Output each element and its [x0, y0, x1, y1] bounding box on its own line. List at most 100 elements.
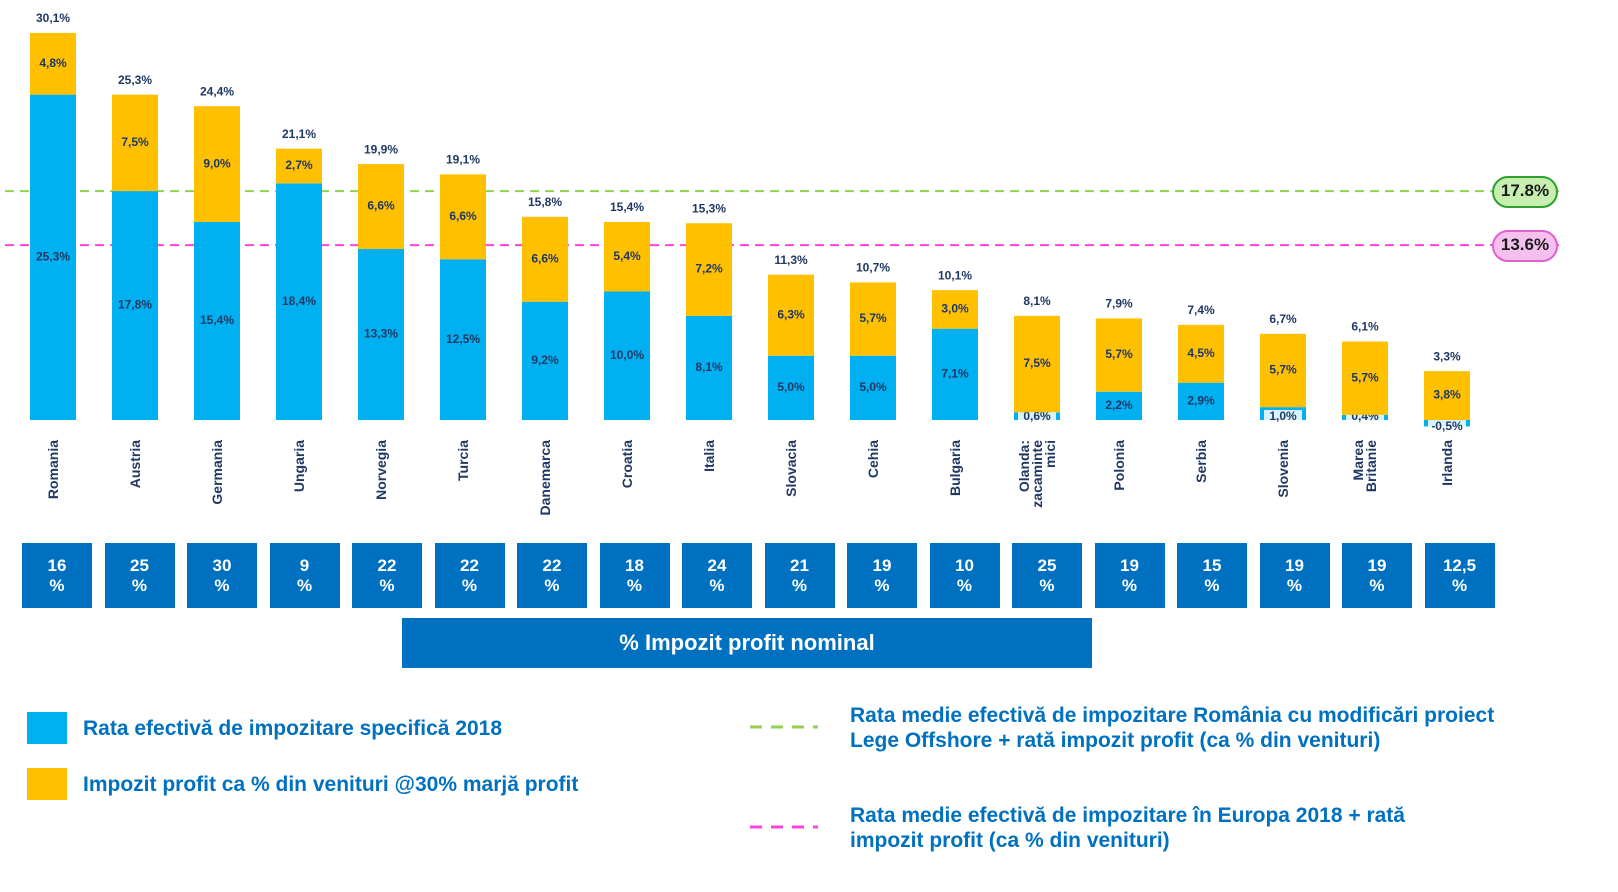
bar-segment — [358, 248, 404, 420]
bar-segment — [1096, 318, 1142, 392]
nominal-rate: 19 % — [1094, 543, 1165, 608]
reference-label: 17.8% — [1492, 176, 1558, 209]
nominal-rate: 25 % — [104, 543, 175, 608]
bar-segment — [1014, 315, 1060, 413]
nominal-rate: 22 % — [517, 543, 587, 608]
bar-segment — [932, 290, 978, 329]
bar-segment — [30, 32, 76, 95]
legend-label: Rata efectivă de impozitare specifică 20… — [83, 717, 503, 740]
value-label: 7,5% — [1023, 356, 1051, 370]
reference-label: 13.6% — [1492, 230, 1558, 263]
bar-segment — [276, 183, 322, 420]
value-label: 7,5% — [121, 135, 149, 149]
value-label: 6,3% — [777, 307, 805, 321]
bar-segment — [30, 94, 76, 420]
value-label: 9,2% — [531, 353, 559, 367]
value-label: 7,1% — [941, 367, 969, 381]
bar-segment — [768, 355, 814, 420]
total-label: 15,3% — [692, 201, 726, 215]
value-label: 5,4% — [613, 249, 641, 263]
bar-segment — [112, 191, 158, 420]
nominal-rate: 25 % — [1012, 543, 1082, 608]
value-label: -0,5% — [1431, 419, 1463, 433]
value-label: 3,8% — [1433, 388, 1461, 402]
bar-segment — [440, 259, 486, 420]
x-tick-label: Polonia — [1110, 440, 1127, 491]
bar-segment — [194, 221, 240, 420]
bar-segment — [686, 223, 732, 316]
bar-segment — [440, 174, 486, 260]
bar-segment — [1178, 324, 1224, 383]
bar-segment — [276, 148, 322, 184]
x-tick-label: Turcia — [454, 440, 471, 481]
value-label: 3,0% — [941, 302, 969, 316]
value-label: 6,6% — [531, 251, 559, 265]
nominal-rate: 30 % — [187, 543, 257, 608]
nominal-rate: 19 % — [847, 543, 917, 608]
bar-segment — [850, 282, 896, 356]
bar-segment — [522, 301, 568, 420]
total-label: 15,8% — [528, 195, 562, 209]
legend-label: Impozit profit ca % din venituri @30% ma… — [83, 773, 579, 796]
value-label: 17,8% — [118, 298, 152, 312]
value-label: 7,2% — [695, 262, 723, 276]
label-bg — [1428, 420, 1466, 434]
bar-segment — [1342, 341, 1388, 415]
total-label: 6,7% — [1269, 312, 1297, 326]
bar-segment — [604, 221, 650, 292]
value-label: 5,7% — [1105, 347, 1133, 361]
value-label: 5,0% — [777, 380, 805, 394]
legend-swatch — [27, 712, 67, 744]
value-label: 2,9% — [1187, 394, 1215, 408]
value-label: 5,7% — [1351, 370, 1379, 384]
value-label: 4,5% — [1187, 346, 1215, 360]
nominal-rate: 24 % — [682, 543, 752, 608]
x-tick-label: Ungaria — [290, 440, 307, 493]
total-label: 7,9% — [1105, 297, 1133, 311]
value-label: 5,0% — [859, 380, 887, 394]
value-label: 0,6% — [1023, 409, 1051, 423]
value-label: 6,6% — [449, 209, 477, 223]
total-label: 6,1% — [1351, 320, 1379, 334]
x-tick-label: Slovenia — [1274, 440, 1291, 498]
value-label: 5,7% — [1269, 363, 1297, 377]
nominal-rate: 19 % — [1342, 543, 1412, 608]
label-bg — [1018, 410, 1056, 424]
nominal-rate: 22 % — [352, 543, 422, 608]
total-label: 7,4% — [1187, 303, 1215, 317]
value-label: 5,7% — [859, 311, 887, 325]
legend-label: Rata medie efectivă de impozitare în Eur… — [850, 804, 1405, 852]
bar-segment — [1260, 333, 1306, 408]
total-label: 25,3% — [118, 73, 152, 87]
bar-segment — [358, 164, 404, 249]
bar-segment — [686, 315, 732, 420]
x-tick-label: Norvegia — [372, 440, 389, 500]
value-label: 4,8% — [39, 56, 67, 70]
value-label: 12,5% — [446, 332, 480, 346]
bar-segment — [194, 106, 240, 222]
total-label: 11,3% — [774, 253, 808, 267]
bar-segment — [850, 355, 896, 420]
value-label: 1,0% — [1269, 409, 1297, 423]
x-tick-label: Marea Britanie — [1350, 440, 1379, 493]
total-label: 24,4% — [200, 84, 234, 98]
bar-segment — [768, 274, 814, 356]
total-label: 15,4% — [610, 200, 644, 214]
label-bg — [1264, 410, 1302, 424]
x-tick-label: Serbia — [1192, 440, 1209, 483]
bar-segment — [932, 328, 978, 420]
bar-segment — [522, 216, 568, 302]
total-label: 19,9% — [364, 142, 398, 156]
value-label: 10,0% — [610, 348, 644, 362]
legend-swatch — [27, 768, 67, 800]
total-label: 21,1% — [282, 127, 316, 141]
bar-segment — [1096, 391, 1142, 420]
value-label: 15,4% — [200, 313, 234, 327]
total-label: 30,1% — [36, 11, 70, 25]
bar-segment — [112, 94, 158, 192]
nominal-rate: 10 % — [929, 543, 1000, 608]
total-label: 3,3% — [1433, 349, 1461, 363]
x-tick-label: Bulgaria — [946, 440, 963, 497]
nominal-rate: 15 % — [1177, 543, 1247, 608]
